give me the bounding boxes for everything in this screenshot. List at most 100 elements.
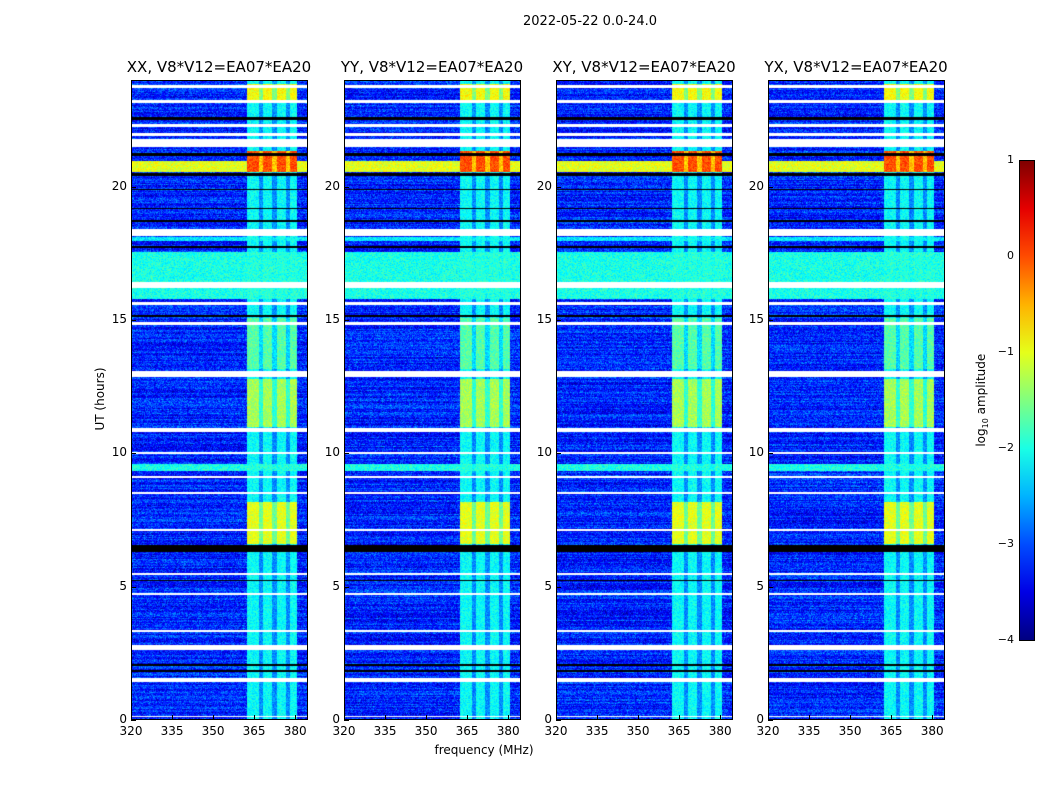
x-tick-mark bbox=[932, 715, 934, 720]
y-tick-mark bbox=[344, 186, 349, 188]
x-tick-mark bbox=[426, 715, 428, 720]
y-tick-mark bbox=[556, 320, 561, 321]
y-tick-label: 15 bbox=[111, 312, 127, 326]
x-tick-mark bbox=[597, 715, 599, 720]
y-tick-label: 5 bbox=[332, 578, 340, 593]
spectrogram-panel bbox=[131, 80, 308, 720]
x-tick-mark bbox=[720, 715, 722, 720]
x-tick-label: 380 bbox=[708, 724, 732, 738]
y-tick-mark bbox=[768, 586, 773, 588]
y-tick-label: 5 bbox=[756, 578, 764, 593]
y-tick-mark bbox=[131, 720, 136, 721]
y-tick-label: 20 bbox=[536, 178, 552, 193]
y-tick-label: 20 bbox=[748, 178, 764, 193]
colorbar-tick-label: 0 bbox=[1007, 249, 1014, 262]
y-tick-label: 0 bbox=[756, 712, 764, 726]
x-tick-mark bbox=[679, 715, 681, 720]
y-tick-label: 0 bbox=[332, 712, 340, 726]
y-tick-mark bbox=[131, 320, 136, 321]
x-tick-mark bbox=[556, 715, 557, 720]
x-tick-label: 350 bbox=[838, 724, 862, 738]
x-tick-label: 380 bbox=[496, 724, 520, 738]
x-tick-label: 320 bbox=[332, 724, 356, 738]
y-tick-label: 10 bbox=[748, 445, 764, 460]
x-tick-label: 320 bbox=[756, 724, 780, 738]
colorbar-tick-label: −2 bbox=[997, 441, 1014, 454]
spectrogram-image bbox=[557, 81, 732, 719]
x-tick-label: 350 bbox=[414, 724, 438, 738]
x-tick-label: 335 bbox=[585, 724, 609, 738]
x-tick-label: 320 bbox=[544, 724, 568, 738]
x-tick-mark bbox=[809, 715, 811, 720]
x-tick-label: 365 bbox=[879, 724, 903, 738]
x-tick-mark bbox=[295, 715, 297, 720]
y-tick-mark bbox=[131, 453, 136, 455]
y-tick-label: 10 bbox=[111, 445, 127, 460]
y-axis-label: UT (hours) bbox=[93, 367, 107, 431]
y-tick-mark bbox=[556, 453, 561, 455]
colorbar-tick-label: −1 bbox=[997, 345, 1014, 358]
x-tick-mark bbox=[638, 715, 640, 720]
x-tick-mark bbox=[467, 715, 469, 720]
x-tick-label: 380 bbox=[920, 724, 944, 738]
x-tick-label: 365 bbox=[455, 724, 479, 738]
x-tick-label: 335 bbox=[797, 724, 821, 738]
y-tick-mark bbox=[768, 453, 773, 455]
y-tick-mark bbox=[768, 320, 773, 321]
x-tick-label: 350 bbox=[201, 724, 225, 738]
colorbar bbox=[1019, 160, 1035, 641]
spectrogram-image bbox=[345, 81, 520, 719]
spectrogram-panel bbox=[556, 80, 733, 720]
panel-title: XY, V8*V12=EA07*EA20 bbox=[552, 58, 736, 76]
x-tick-label: 365 bbox=[242, 724, 266, 738]
y-tick-label: 10 bbox=[536, 445, 552, 460]
y-tick-label: 15 bbox=[748, 312, 764, 326]
x-tick-mark bbox=[508, 715, 510, 720]
y-tick-mark bbox=[556, 586, 561, 588]
y-tick-mark bbox=[344, 453, 349, 455]
spectrogram-image bbox=[132, 81, 307, 719]
y-tick-label: 15 bbox=[536, 312, 552, 326]
x-tick-mark bbox=[254, 715, 256, 720]
x-axis-label: frequency (MHz) bbox=[434, 743, 534, 757]
x-tick-mark bbox=[385, 715, 387, 720]
y-tick-label: 0 bbox=[544, 712, 552, 726]
colorbar-tick-label: 1 bbox=[1007, 153, 1014, 166]
y-tick-label: 5 bbox=[119, 578, 127, 593]
x-tick-mark bbox=[891, 715, 893, 720]
x-tick-label: 335 bbox=[373, 724, 397, 738]
x-tick-mark bbox=[768, 715, 769, 720]
spectrogram-panel bbox=[344, 80, 521, 720]
x-tick-label: 365 bbox=[667, 724, 691, 738]
spectrogram-image bbox=[769, 81, 944, 719]
y-tick-mark bbox=[768, 186, 773, 188]
colorbar-tick-label: −3 bbox=[997, 537, 1014, 550]
x-tick-mark bbox=[213, 715, 215, 720]
x-tick-label: 335 bbox=[160, 724, 184, 738]
y-tick-label: 15 bbox=[324, 312, 340, 326]
y-tick-label: 5 bbox=[544, 578, 552, 593]
spectrogram-panel bbox=[768, 80, 945, 720]
y-tick-mark bbox=[768, 720, 773, 721]
x-tick-label: 350 bbox=[626, 724, 650, 738]
y-tick-label: 10 bbox=[324, 445, 340, 460]
colorbar-tick-label: −4 bbox=[997, 633, 1014, 646]
figure-title: 2022-05-22 0.0-24.0 bbox=[523, 14, 657, 29]
panel-title: XX, V8*V12=EA07*EA20 bbox=[126, 58, 312, 76]
colorbar-label-sub: 10 bbox=[981, 418, 991, 429]
y-tick-mark bbox=[556, 720, 561, 721]
y-tick-mark bbox=[131, 586, 136, 588]
colorbar-label-rest: amplitude bbox=[973, 353, 988, 419]
y-tick-label: 20 bbox=[324, 178, 340, 193]
y-tick-mark bbox=[344, 320, 349, 321]
y-tick-label: 0 bbox=[119, 712, 127, 726]
y-tick-mark bbox=[344, 720, 349, 721]
y-tick-mark bbox=[344, 586, 349, 588]
x-tick-label: 320 bbox=[119, 724, 143, 738]
x-tick-mark bbox=[850, 715, 852, 720]
y-tick-mark bbox=[556, 186, 561, 188]
x-tick-label: 380 bbox=[283, 724, 307, 738]
x-tick-mark bbox=[344, 715, 345, 720]
panel-title: YX, V8*V12=EA07*EA20 bbox=[764, 58, 948, 76]
